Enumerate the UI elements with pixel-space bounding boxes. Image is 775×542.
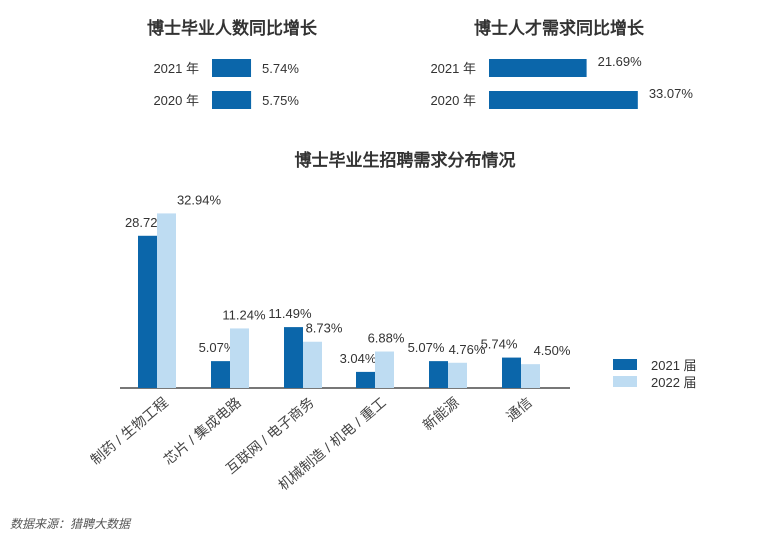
category-label: 通信	[503, 394, 535, 424]
bar	[230, 328, 249, 388]
bar	[502, 357, 521, 388]
data-label: 5.07%	[408, 340, 445, 355]
bar	[303, 341, 322, 388]
data-label: 3.04%	[340, 351, 377, 366]
grad-growth-title: 博士毕业人数同比增长	[147, 18, 318, 38]
data-label: 8.73%	[306, 321, 343, 336]
category-label: 2021 年	[430, 61, 476, 76]
data-label: 6.88%	[368, 331, 405, 346]
legend-swatch	[613, 359, 637, 370]
data-label: 11.24%	[222, 307, 266, 322]
bar	[489, 91, 638, 109]
category-label: 2021 年	[153, 61, 199, 76]
category-label: 新能源	[419, 394, 461, 433]
legend-label: 2022 届	[651, 375, 697, 390]
bar	[375, 351, 394, 388]
bar	[138, 235, 157, 388]
distribution-title: 博士毕业生招聘需求分布情况	[295, 150, 516, 170]
data-label: 33.07%	[649, 86, 694, 101]
data-label: 32.94%	[177, 192, 222, 207]
bar	[212, 91, 252, 109]
bar	[521, 364, 540, 388]
data-label: 5.74%	[262, 61, 299, 76]
bar	[429, 361, 448, 388]
bar	[284, 327, 303, 388]
bar	[448, 362, 467, 388]
legend-label: 2021 届	[651, 358, 697, 373]
bar	[212, 59, 252, 77]
category-label: 2020 年	[153, 93, 199, 108]
grad-growth-panel: 博士毕业人数同比增长 2021 年 5.74% 2020 年 5.75%	[147, 18, 318, 109]
category-label: 制药 / 生物工程	[87, 394, 171, 468]
demand-growth-title: 博士人才需求同比增长	[474, 18, 645, 38]
source-note: 数据来源：猎聘大数据	[10, 517, 132, 531]
data-label: 5.75%	[262, 93, 299, 108]
data-label: 5.07%	[199, 340, 236, 355]
bar	[356, 371, 375, 388]
data-label: 4.76%	[449, 342, 486, 357]
data-label: 11.49%	[268, 306, 312, 321]
data-label: 5.74%	[481, 337, 518, 352]
data-label: 21.69%	[598, 54, 643, 69]
distribution-panel: 博士毕业生招聘需求分布情况 28.72%32.94%制药 / 生物工程5.07%…	[87, 150, 696, 493]
bar	[211, 361, 230, 388]
data-label: 4.50%	[534, 343, 571, 358]
legend-swatch	[613, 376, 637, 387]
demand-growth-panel: 博士人才需求同比增长 2021 年 21.69% 2020 年 33.07%	[430, 18, 693, 109]
bar	[489, 59, 587, 77]
bar	[157, 213, 176, 388]
category-label: 2020 年	[430, 93, 476, 108]
